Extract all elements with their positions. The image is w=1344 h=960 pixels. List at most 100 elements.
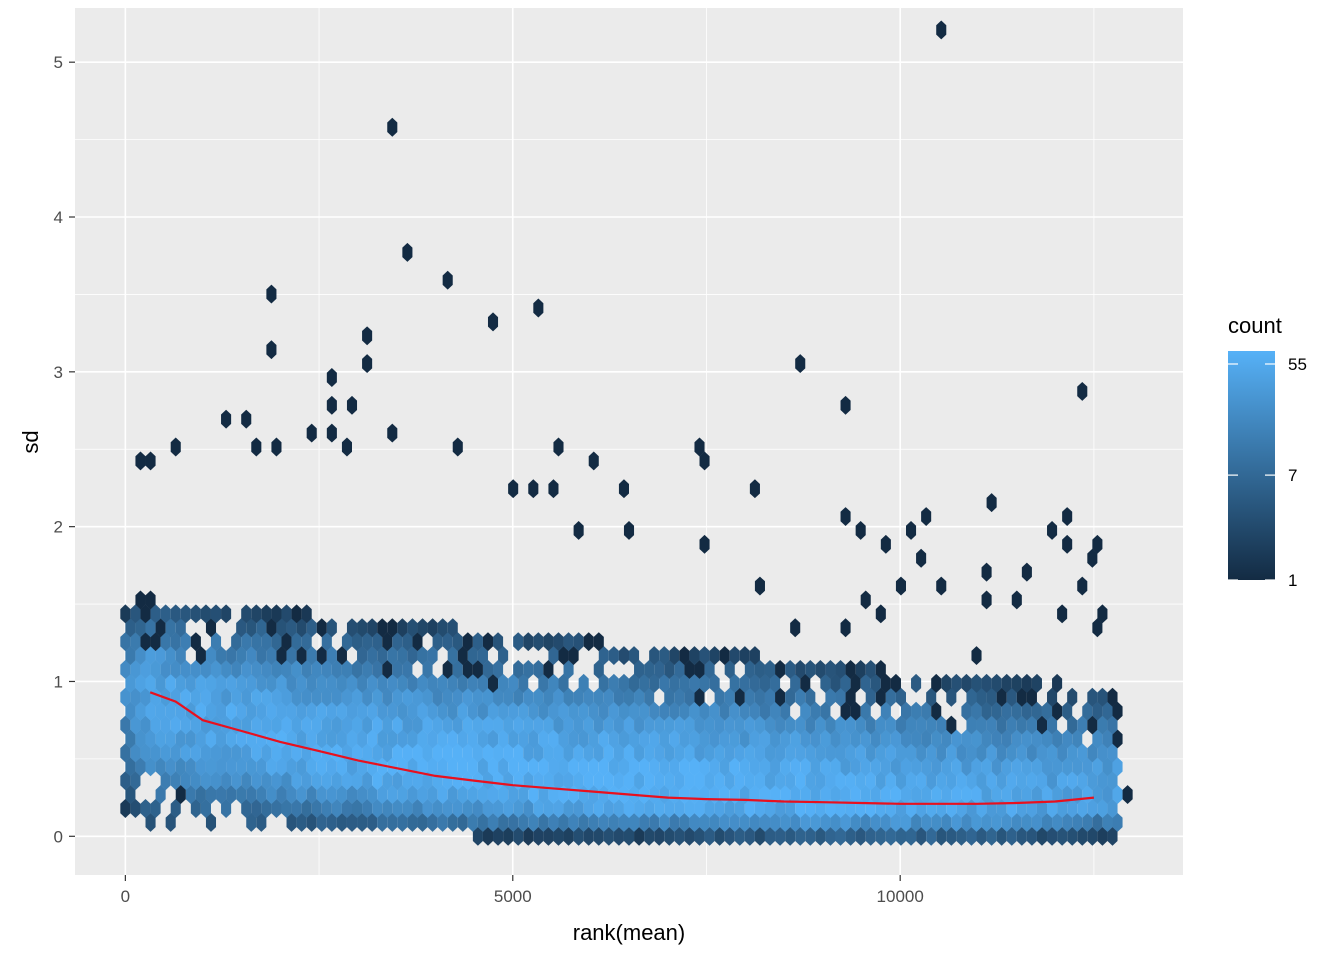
hex-cell: [895, 715, 906, 735]
hex-cell: [865, 826, 876, 846]
hex-cell: [321, 799, 332, 818]
hex-cell: [598, 646, 609, 666]
hex-cell: [825, 771, 836, 791]
hex-cell-outlier: [1062, 507, 1073, 526]
hex-cell: [618, 701, 629, 721]
hex-cell: [870, 757, 881, 777]
hex-cell: [1047, 771, 1058, 791]
hex-cell: [311, 715, 322, 735]
hex-cell: [1001, 701, 1012, 721]
hex-cell: [477, 673, 488, 693]
hex-cell: [286, 785, 297, 805]
hex-cell: [523, 632, 534, 652]
hex-cell: [654, 771, 665, 791]
hex-cell-outlier: [588, 451, 599, 471]
hex-cell: [412, 687, 423, 707]
hex-cell: [352, 799, 363, 818]
y-tick-label: 5: [54, 53, 63, 72]
hex-cell: [704, 799, 715, 818]
hex-cell: [1092, 812, 1103, 832]
hex-cell: [150, 799, 161, 818]
hex-cell: [845, 660, 856, 679]
hex-cell: [523, 743, 534, 763]
hex-cell: [336, 673, 347, 693]
hex-cell: [397, 812, 408, 832]
hex-cell: [326, 673, 337, 693]
hex-cell: [321, 715, 332, 735]
hex-cell: [241, 743, 252, 763]
hex-cell: [880, 701, 891, 721]
hex-cell: [593, 826, 604, 846]
hex-cell: [1082, 701, 1093, 721]
hex-cell: [890, 673, 901, 693]
hex-cell: [352, 660, 363, 679]
hex-cell: [1016, 715, 1027, 735]
hex-cell: [1067, 715, 1078, 735]
hex-cell-outlier: [387, 423, 398, 443]
hex-cell: [1052, 673, 1063, 693]
hex-cell: [442, 715, 453, 735]
hex-cell: [780, 757, 791, 777]
hex-cell: [367, 729, 378, 749]
hex-cell: [780, 785, 791, 805]
hex-cell: [221, 771, 232, 791]
hex-cell: [775, 771, 786, 791]
hex-cell: [764, 771, 776, 791]
hex-cell: [775, 687, 786, 707]
hex-cell: [246, 785, 257, 805]
hex-cell: [226, 646, 237, 666]
hex-cell: [362, 660, 373, 679]
hex-cell: [533, 799, 544, 818]
hex-cell: [130, 604, 141, 624]
hex-cell: [749, 757, 760, 777]
hex-cell: [573, 687, 584, 707]
hex-cell: [1102, 729, 1113, 749]
hex-cell: [739, 812, 750, 832]
hex-cell: [482, 743, 494, 763]
hex-cell: [130, 771, 141, 791]
hex-cell: [1107, 771, 1118, 791]
hex-cell: [377, 701, 388, 721]
hex-cell: [578, 812, 589, 832]
hex-cell: [336, 729, 347, 749]
hex-cell: [1072, 757, 1083, 777]
hex-cell: [226, 701, 237, 721]
hex-cell-outlier: [221, 409, 232, 429]
hex-cell: [835, 660, 846, 679]
hex-cell: [906, 715, 917, 735]
hex-cell: [382, 715, 393, 735]
hex-cell: [231, 743, 242, 763]
hex-cell: [241, 799, 252, 818]
hex-cell: [1067, 771, 1078, 791]
hex-cell: [452, 715, 463, 735]
hex-cell: [900, 785, 912, 805]
hex-cell: [1001, 673, 1012, 693]
hex-cell: [150, 660, 161, 679]
hex-cell: [407, 729, 418, 749]
hex-cell: [271, 660, 282, 679]
hex-cell: [276, 618, 287, 638]
hex-cell: [256, 646, 267, 666]
hex-cell: [558, 646, 569, 666]
hex-cell: [770, 757, 781, 777]
hex-cell-outlier: [241, 409, 252, 429]
hex-cell: [236, 757, 247, 777]
hex-cell: [724, 771, 735, 791]
hex-cell: [533, 743, 544, 763]
hex-cell: [951, 812, 962, 832]
hex-cell: [885, 743, 896, 763]
hex-cell: [1016, 826, 1027, 846]
hex-cell: [1112, 785, 1123, 805]
hex-cell: [714, 826, 725, 846]
hex-cell: [251, 743, 262, 763]
hex-cell: [805, 771, 816, 791]
hex-cell: [407, 701, 418, 721]
hex-cell: [860, 729, 871, 749]
hex-cell: [291, 632, 302, 652]
hex-cell: [618, 729, 629, 749]
hex-cell: [291, 604, 302, 624]
hex-cell: [301, 687, 312, 707]
hex-cell: [276, 673, 287, 693]
legend-break-label: 7: [1288, 466, 1297, 485]
hex-cell: [251, 771, 262, 791]
